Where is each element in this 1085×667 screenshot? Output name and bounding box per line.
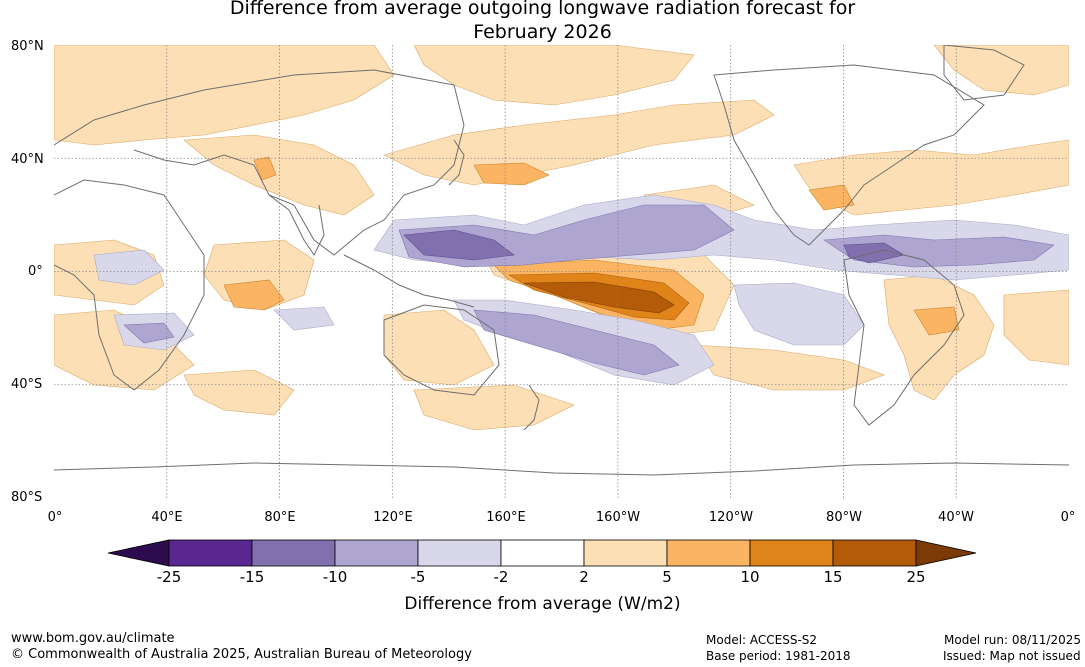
- lon-label-160w: 160°W: [595, 510, 641, 525]
- footer-issued: Issued: Map not issued: [943, 649, 1081, 663]
- olr-anomaly-map: [54, 45, 1069, 498]
- lon-label-40e: 40°E: [151, 510, 183, 525]
- colorbar-segment: [832, 539, 917, 567]
- colorbar-segment: [168, 539, 253, 567]
- colorbar-tick-label: -25: [156, 568, 182, 586]
- colorbar-segment: [417, 539, 502, 567]
- colorbar-tick-label: 5: [662, 568, 672, 586]
- colorbar-tick-label: -15: [239, 568, 265, 586]
- lon-label-0-west: 0°: [47, 510, 63, 525]
- colorbar-segment: [749, 539, 834, 567]
- footer-model-run: Model run: 08/11/2025: [944, 633, 1082, 647]
- colorbar-tick-label: 10: [740, 568, 760, 586]
- lon-label-120e: 120°E: [373, 510, 413, 525]
- colorbar-tick-label: 2: [579, 568, 589, 586]
- lat-label-80s: 80°S: [11, 490, 43, 505]
- lon-label-40w: 40°W: [938, 510, 974, 525]
- colorbar-tick-label: -10: [322, 568, 348, 586]
- colorbar-tick-label: -2: [493, 568, 509, 586]
- colorbar-segment: [583, 539, 668, 567]
- colorbar-segment: [500, 539, 585, 567]
- lat-label-40s: 40°S: [11, 377, 43, 392]
- colorbar-segment: [251, 539, 336, 567]
- colorbar-arrow-low: [108, 539, 170, 567]
- colorbar-tick-label: 15: [823, 568, 843, 586]
- map-graticule: [54, 45, 1069, 498]
- footer-copyright: © Commonwealth of Australia 2025, Austra…: [11, 647, 472, 662]
- colorbar-segment: [334, 539, 419, 567]
- colorbar-arrow-high: [915, 539, 977, 567]
- lon-label-160e: 160°E: [486, 510, 526, 525]
- footer-website: www.bom.gov.au/climate: [11, 631, 175, 646]
- lat-label-40n: 40°N: [11, 152, 44, 167]
- colorbar-tick-label: 25: [906, 568, 926, 586]
- anomaly-deep-orange-regions: [523, 281, 675, 314]
- lat-label-80n: 80°N: [11, 39, 44, 54]
- lon-label-80w: 80°W: [826, 510, 862, 525]
- lat-label-equator: 0°: [28, 264, 43, 279]
- map-coastlines: [54, 45, 1069, 476]
- colorbar: [108, 539, 977, 567]
- map-title: Difference from average outgoing longwav…: [229, 0, 856, 43]
- lon-label-80e: 80°E: [264, 510, 296, 525]
- colorbar-tick-label: -5: [410, 568, 426, 586]
- map-canvas: [54, 45, 1069, 498]
- colorbar-segment: [666, 539, 751, 567]
- footer-model: Model: ACCESS-S2: [706, 633, 818, 647]
- lon-label-120w: 120°W: [708, 510, 754, 525]
- lon-label-0-east: 0°: [1060, 510, 1076, 525]
- footer-base-period: Base period: 1981-2018: [706, 649, 851, 663]
- colorbar-title: Difference from average (W/m2): [404, 594, 681, 614]
